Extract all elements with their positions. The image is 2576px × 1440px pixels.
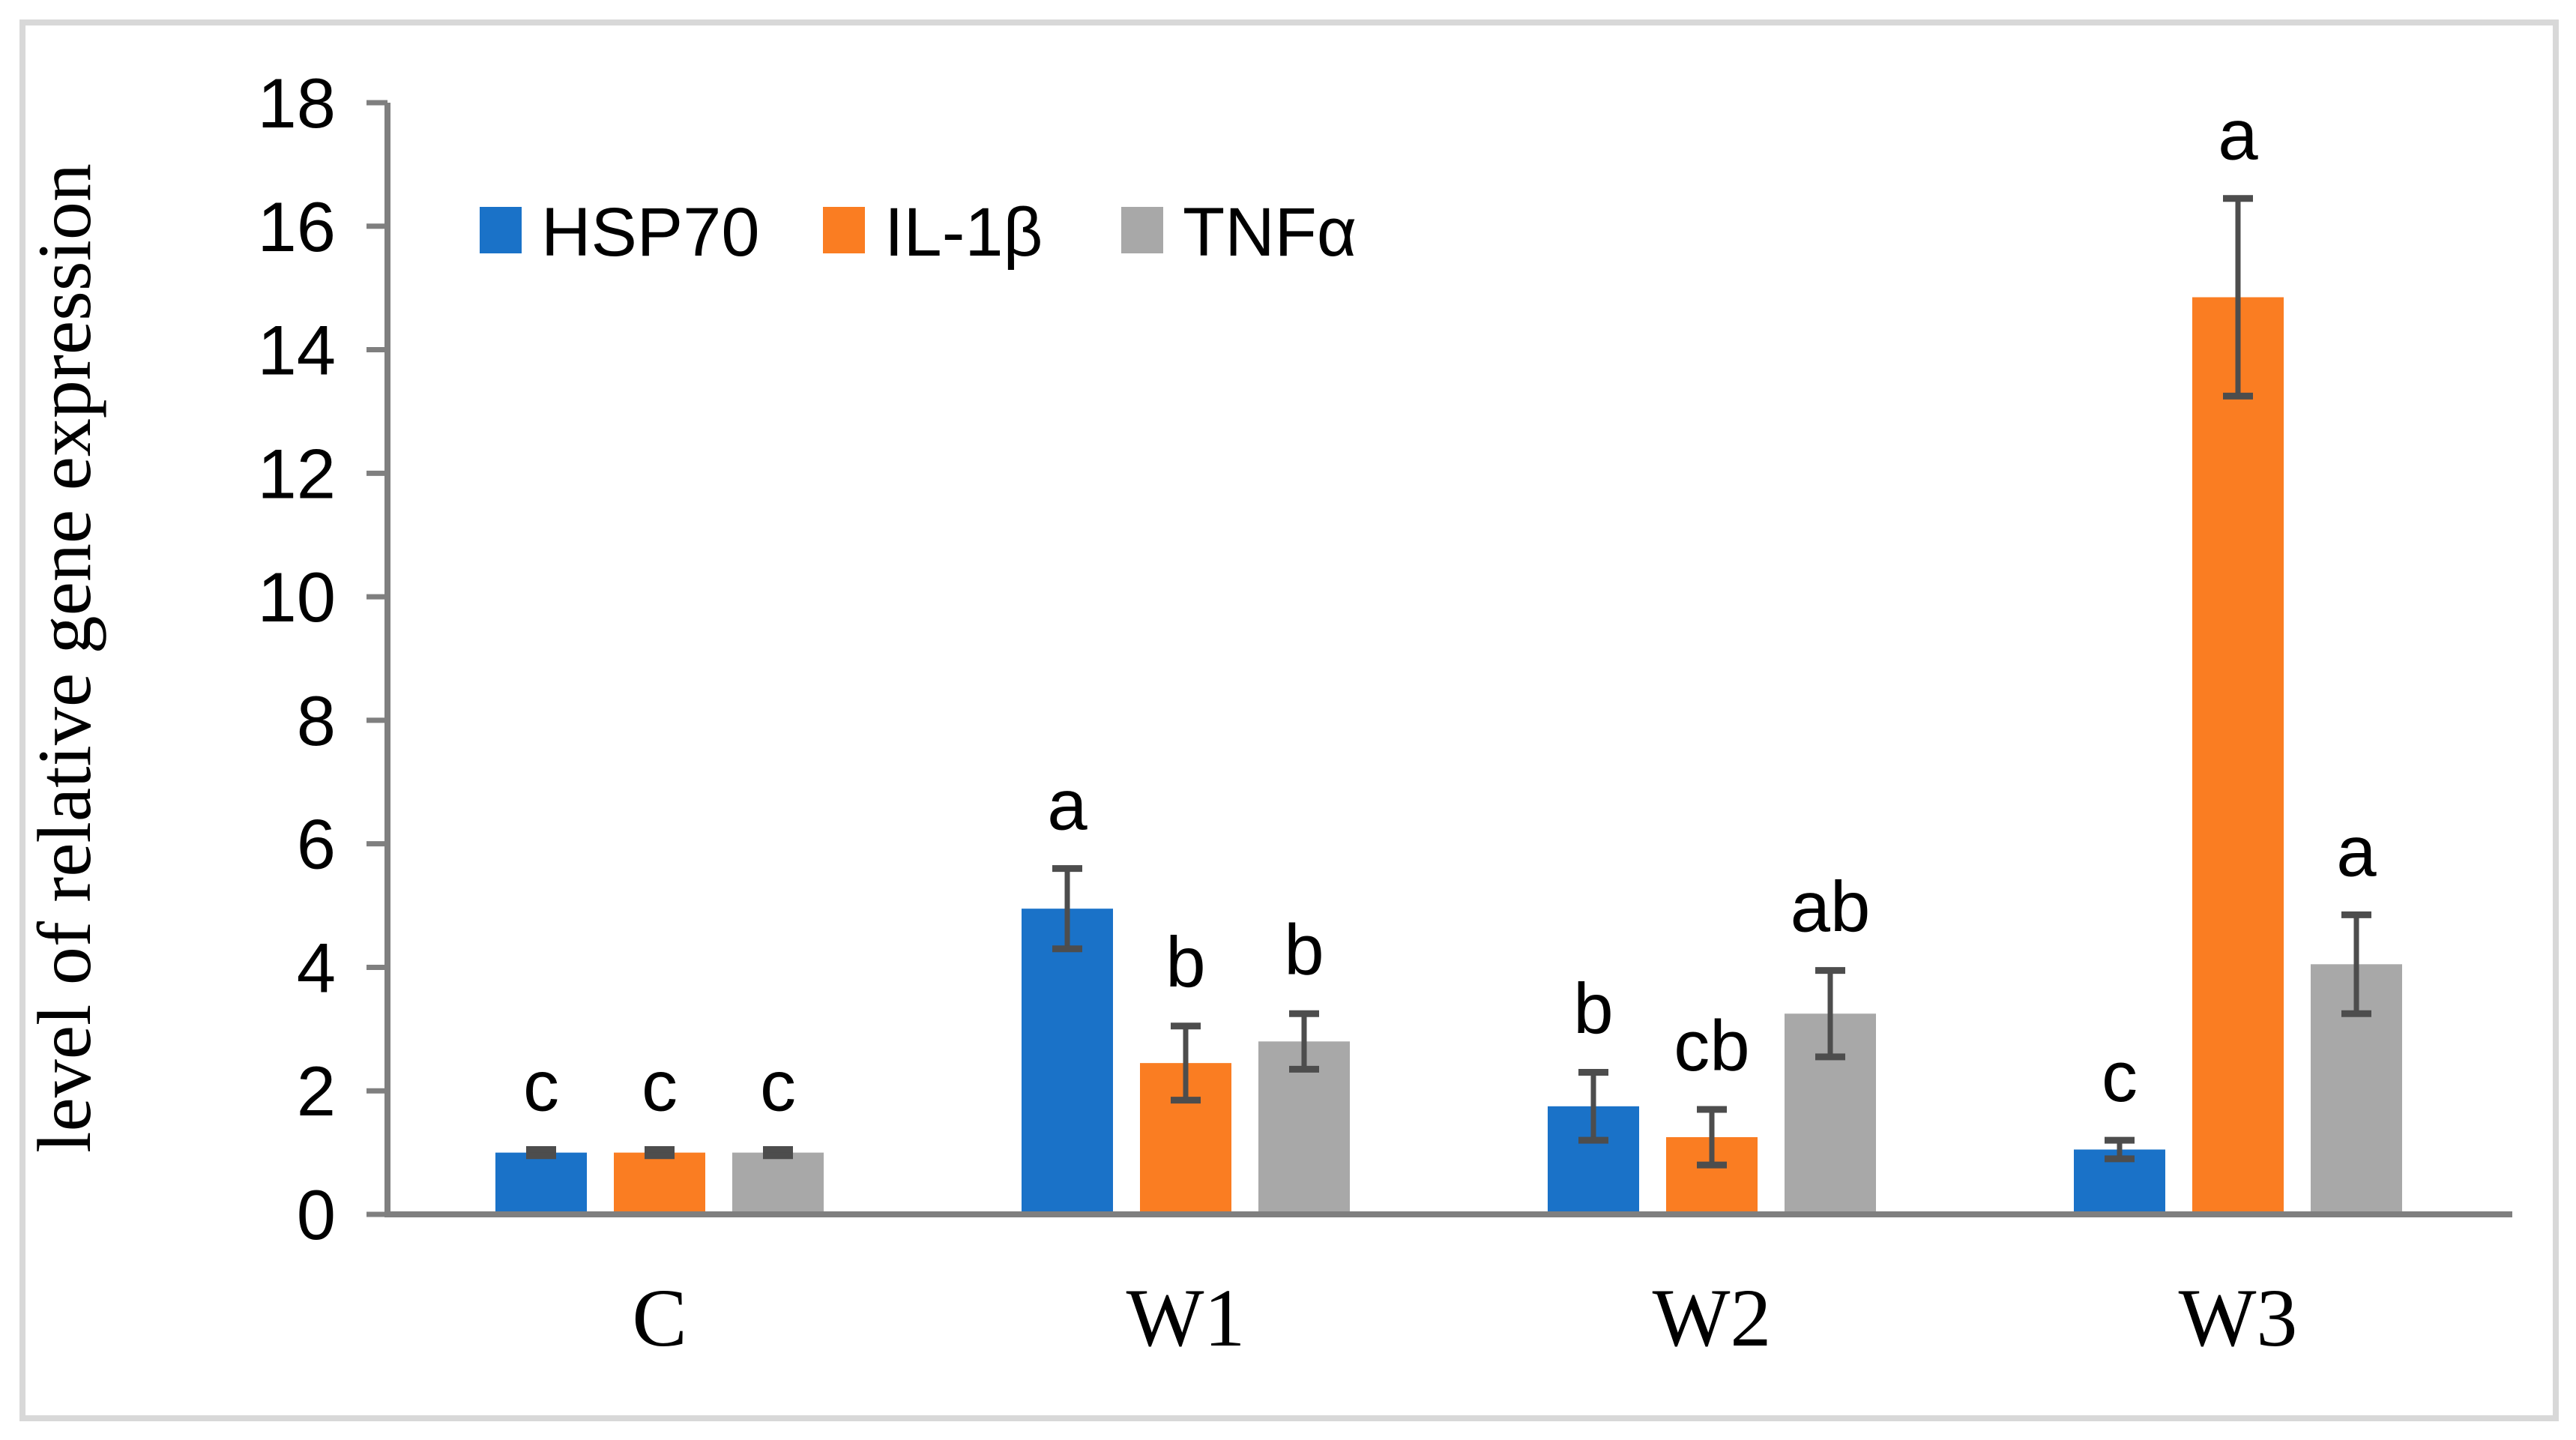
sig-letter-IL-1β-C: c (642, 1046, 678, 1126)
category-label-C: C (632, 1272, 687, 1364)
y-tick-label-12: 12 (257, 434, 336, 513)
legend-swatch-IL-1β (823, 207, 865, 253)
sig-letter-IL-1β-W3: a (2218, 95, 2258, 175)
figure-border (19, 19, 2559, 1421)
bar-HSP70-W1 (1022, 909, 1113, 1214)
legend: HSP70 IL-1β TNFα (480, 194, 1357, 271)
sig-letter-TNFα-C: c (760, 1046, 796, 1126)
y-tick-label-18: 18 (257, 64, 336, 142)
legend-item-HSP70: HSP70 (480, 194, 760, 271)
y-tick-label-0: 0 (297, 1175, 336, 1254)
sig-letter-TNFα-W1: b (1284, 910, 1324, 990)
y-tick-label-4: 4 (297, 928, 336, 1007)
legend-label-TNFα: TNFα (1183, 194, 1357, 271)
sig-letter-HSP70-W2: b (1573, 969, 1613, 1049)
category-label-W2: W2 (1653, 1272, 1772, 1364)
y-tick-label-14: 14 (257, 311, 336, 390)
sig-letter-IL-1β-W1: b (1165, 923, 1205, 1003)
bar-IL-1β-W3 (2192, 297, 2284, 1214)
y-tick-label-8: 8 (297, 681, 336, 760)
category-label-W3: W3 (2179, 1272, 2298, 1364)
legend-label-HSP70: HSP70 (541, 194, 760, 271)
sig-letter-IL-1β-W2: cb (1674, 1006, 1749, 1086)
sig-letter-HSP70-W1: a (1047, 765, 1088, 846)
category-label-W1: W1 (1126, 1272, 1246, 1364)
y-tick-label-6: 6 (297, 805, 336, 884)
sig-letter-TNFα-W2: ab (1791, 867, 1871, 948)
bar-HSP70-C (495, 1152, 587, 1214)
legend-item-TNFα: TNFα (1121, 194, 1357, 271)
y-axis-title: level of relative gene expression (22, 163, 107, 1153)
sig-letter-HSP70-C: c (523, 1046, 559, 1126)
sig-letter-TNFα-W3: a (2336, 811, 2377, 891)
y-tick-label-2: 2 (297, 1052, 336, 1130)
bar-IL-1β-C (614, 1152, 705, 1214)
legend-swatch-TNFα (1121, 207, 1163, 253)
sig-letter-HSP70-W3: c (2102, 1037, 2138, 1117)
legend-swatch-HSP70 (480, 207, 522, 253)
y-tick-label-10: 10 (257, 558, 336, 636)
y-tick-label-16: 16 (257, 187, 336, 266)
legend-label-IL-1β: IL-1β (884, 194, 1043, 271)
bar-TNFα-C (732, 1152, 824, 1214)
legend-item-IL-1β: IL-1β (823, 194, 1043, 271)
